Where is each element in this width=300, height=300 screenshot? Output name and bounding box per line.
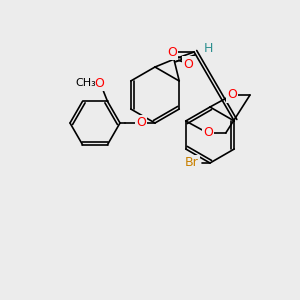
- Text: O: O: [136, 116, 146, 130]
- Text: O: O: [227, 88, 237, 101]
- Text: O: O: [94, 77, 104, 90]
- Text: O: O: [203, 127, 213, 140]
- Text: O: O: [167, 46, 177, 59]
- Text: H: H: [203, 43, 213, 56]
- Text: Br: Br: [185, 157, 199, 169]
- Text: CH₃: CH₃: [75, 78, 96, 88]
- Text: O: O: [184, 58, 194, 70]
